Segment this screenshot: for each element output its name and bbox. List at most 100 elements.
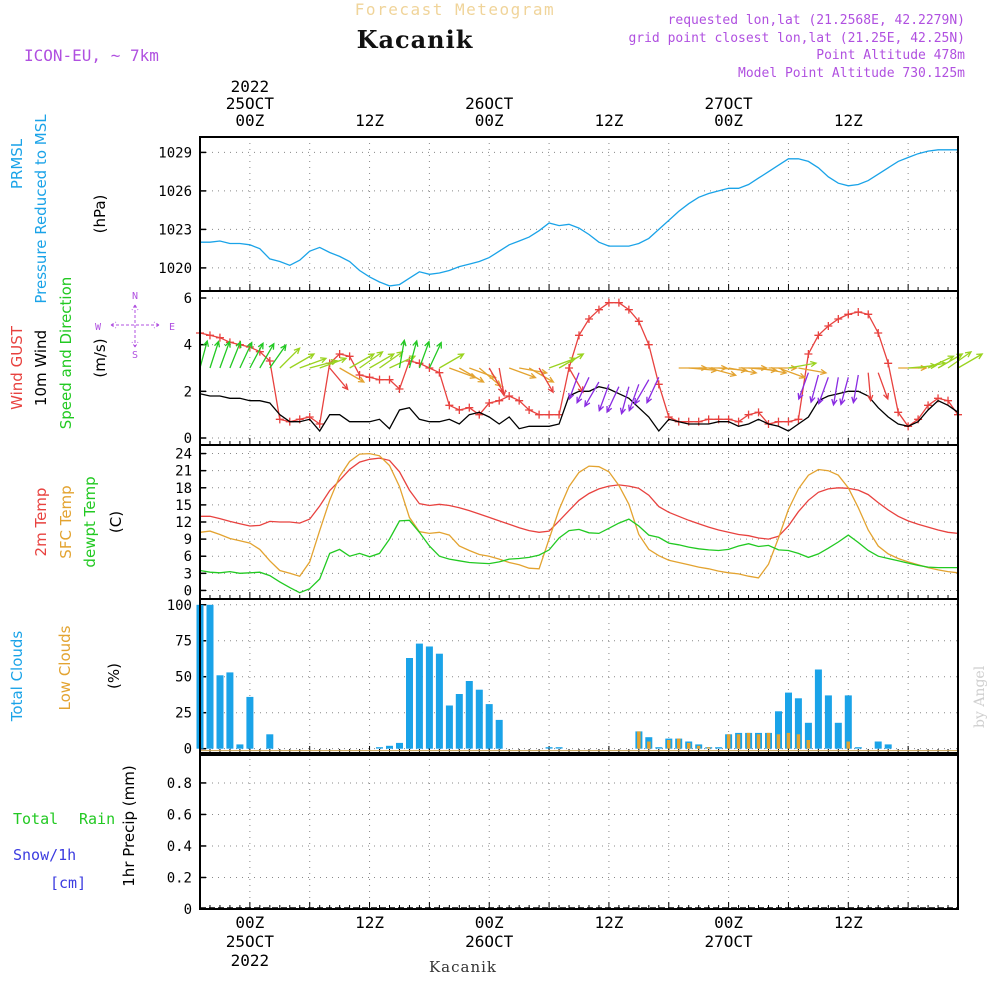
wind-arrow [398, 338, 407, 369]
cloud-bar-orange [766, 732, 771, 749]
wind-arrow [359, 351, 384, 369]
x-bottom-label: 2022 [231, 951, 270, 970]
wind-arrow [339, 367, 366, 383]
gust-marker [355, 371, 364, 379]
point-altitude: Point Altitude 478m [816, 48, 965, 63]
cloud-bar-orange [667, 740, 671, 749]
grid-point-coords: grid point closest lon,lat (21.25E, 42.2… [628, 31, 965, 46]
cloud-bar-blue [445, 705, 453, 749]
wind-compass: N S W E [95, 291, 175, 361]
cloud-bar-blue [794, 698, 802, 749]
wind-arrow [508, 367, 537, 379]
gust-marker [515, 396, 524, 405]
y-tick-label: 1029 [158, 145, 192, 161]
y-tick-label: 24 [175, 447, 192, 463]
x-top-label: 26OCT [465, 94, 514, 113]
cloud-bar-blue [814, 669, 822, 749]
wind-arrow [877, 372, 890, 401]
chart-title-top: Forecast Meteogram [355, 0, 555, 19]
wind-arrow [758, 367, 788, 376]
x-bottom-label: 00Z [235, 913, 264, 932]
footer-location: Kacanik [429, 958, 497, 976]
x-top-label: 00Z [235, 111, 264, 130]
y-tick-label: 6 [184, 291, 192, 307]
gust-marker [844, 310, 853, 319]
gust-marker [794, 415, 803, 424]
gust-marker [385, 375, 394, 384]
gust-marker [644, 340, 653, 349]
gust-marker [315, 420, 324, 428]
gust-marker [804, 350, 813, 358]
cloud-bar-blue [266, 734, 274, 749]
wind-unit: (m/s) [91, 338, 109, 377]
requested-coords: requested lon,lat (21.2568E, 42.2279N) [668, 13, 965, 28]
wind-arrow [229, 340, 242, 369]
gust-marker [335, 350, 344, 358]
wind-arrow [778, 367, 807, 379]
series-line-black [199, 386, 959, 433]
cloud-bar-blue [425, 646, 433, 749]
cloud-bar-blue [545, 747, 553, 749]
panel-pressure: 1020 1023 1026 1029 [158, 136, 959, 292]
cloud-bar-blue [226, 672, 234, 749]
series-line-red [199, 302, 959, 428]
x-top-label: 27OCT [705, 94, 754, 113]
gust-marker [744, 410, 753, 419]
cloud-bar-blue [785, 692, 792, 749]
wind-arrow [498, 367, 507, 398]
wind-arrow [408, 339, 419, 369]
y-tick-label: 1020 [158, 261, 192, 277]
wind-arrow [369, 353, 396, 369]
gust-marker [854, 308, 863, 316]
x-top-label: 12Z [594, 111, 623, 130]
series-line-blue [200, 149, 958, 287]
wind-arrow [319, 357, 348, 369]
gust-marker [445, 401, 454, 410]
cloud-bar-blue [475, 689, 483, 749]
model-label: ICON-EU, ~ 7km [24, 46, 159, 65]
x-top-label: 12Z [355, 111, 384, 130]
wind-arrow [917, 360, 948, 369]
wind-arrow [831, 377, 839, 407]
gust-marker [415, 359, 424, 368]
x-bottom-label: 12Z [594, 913, 623, 932]
panel-clouds: 0 25 50 75 100 [167, 598, 959, 758]
low-clouds-label: Low Clouds [56, 625, 74, 710]
gust-marker [884, 359, 893, 368]
panel-frame [199, 752, 959, 910]
gust-marker [425, 364, 434, 372]
pressure-label-prmsl: PRMSL [8, 138, 26, 189]
wind-arrow [418, 340, 431, 369]
cloud-bar-blue [655, 747, 663, 749]
cloud-bar-orange [647, 741, 651, 749]
wind-gust-label: Wind GUST [8, 325, 26, 410]
gust-marker [215, 333, 224, 342]
y-tick-label: 25 [175, 706, 192, 722]
cloud-bar-blue [804, 722, 812, 749]
location-title: Kacanik [357, 25, 474, 54]
cloud-bar-blue [435, 653, 443, 749]
y-tick-label: 1026 [158, 184, 192, 200]
y-tick-label: 50 [175, 670, 192, 686]
wind-arrow [458, 367, 485, 383]
wind-arrow [349, 353, 376, 369]
y-tick-label: 21 [175, 464, 192, 480]
cloud-bar-orange [726, 734, 731, 749]
gust-marker [824, 322, 833, 330]
x-bottom-label: 12Z [355, 913, 384, 932]
cloud-bar-blue [485, 704, 493, 749]
cloud-bar-blue [406, 658, 413, 749]
cloud-bar-orange [746, 732, 751, 749]
y-tick-label: 15 [175, 498, 192, 514]
y-tick-label: 4 [184, 338, 192, 354]
y-tick-label: 0.6 [167, 807, 192, 823]
wind-arrow [279, 347, 301, 369]
gust-marker [624, 305, 633, 314]
wind-arrow [619, 386, 630, 416]
gust-marker [395, 385, 404, 393]
gust-marker [455, 406, 464, 414]
x-bottom-label: 26OCT [465, 932, 514, 951]
series-line-green [199, 518, 958, 594]
wind-arrow [606, 386, 620, 414]
compass-rose [110, 304, 160, 348]
